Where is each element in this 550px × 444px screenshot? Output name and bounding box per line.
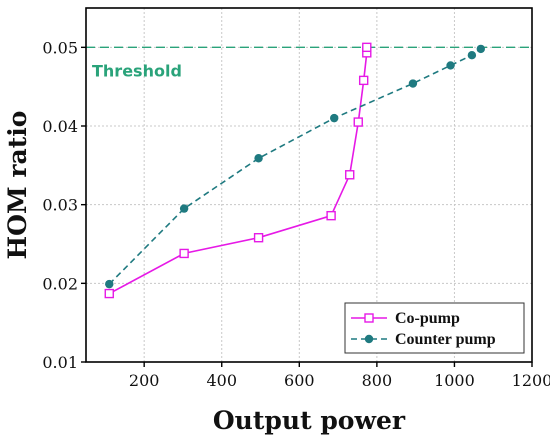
x-tick-label: 1200 <box>512 371 550 390</box>
data-point <box>358 75 369 86</box>
data-point <box>476 44 486 54</box>
data-point <box>330 113 339 123</box>
x-tick-label: 200 <box>129 371 160 390</box>
legend-box <box>344 302 525 354</box>
grid <box>86 8 532 362</box>
legend-label: Co-pump <box>395 310 460 327</box>
data-point <box>179 248 189 259</box>
x-axis-title: Output power <box>213 406 406 435</box>
data-point <box>253 233 264 243</box>
data-point <box>345 170 355 180</box>
plot-frame <box>85 7 533 363</box>
y-tick-label: 0.01 <box>42 353 78 372</box>
data-point <box>446 61 455 70</box>
data-point <box>105 279 114 289</box>
y-tick-label: 0.04 <box>42 117 78 136</box>
threshold-group: Threshold <box>86 46 532 80</box>
x-tick-label: 1000 <box>434 371 475 390</box>
series-1 <box>104 42 372 299</box>
y-tick-label: 0.05 <box>42 38 78 57</box>
legend-marker <box>364 334 374 344</box>
y-tick-label: 0.03 <box>42 196 78 215</box>
series-2 <box>105 44 486 289</box>
legend-label: Counter pump <box>395 331 496 348</box>
series-line <box>108 48 482 285</box>
x-tick-label: 800 <box>362 371 393 390</box>
legend-item: Co-pump <box>351 310 460 327</box>
y-tick-label: 0.02 <box>42 274 78 293</box>
series-line <box>108 47 368 295</box>
data-point <box>408 79 418 88</box>
legend-item: Counter pump <box>351 331 496 348</box>
data-point <box>362 42 372 53</box>
data-point <box>326 210 336 221</box>
data-point <box>353 117 363 127</box>
data-point <box>254 154 263 163</box>
data-point <box>104 288 114 299</box>
ticks: 200 400 600 800 1000 1200 0.01 0.02 0.03 0.04 0.05 <box>42 38 550 390</box>
x-tick-label: 600 <box>284 371 315 390</box>
data-point <box>467 51 477 60</box>
x-tick-label: 400 <box>206 371 237 390</box>
threshold-label: Threshold <box>92 61 182 80</box>
series-group <box>104 42 486 299</box>
legend: Co-pump Counter pump <box>344 302 525 354</box>
data-point <box>179 204 189 213</box>
legend-marker <box>364 313 374 323</box>
y-axis-title: HOM ratio <box>3 111 32 260</box>
